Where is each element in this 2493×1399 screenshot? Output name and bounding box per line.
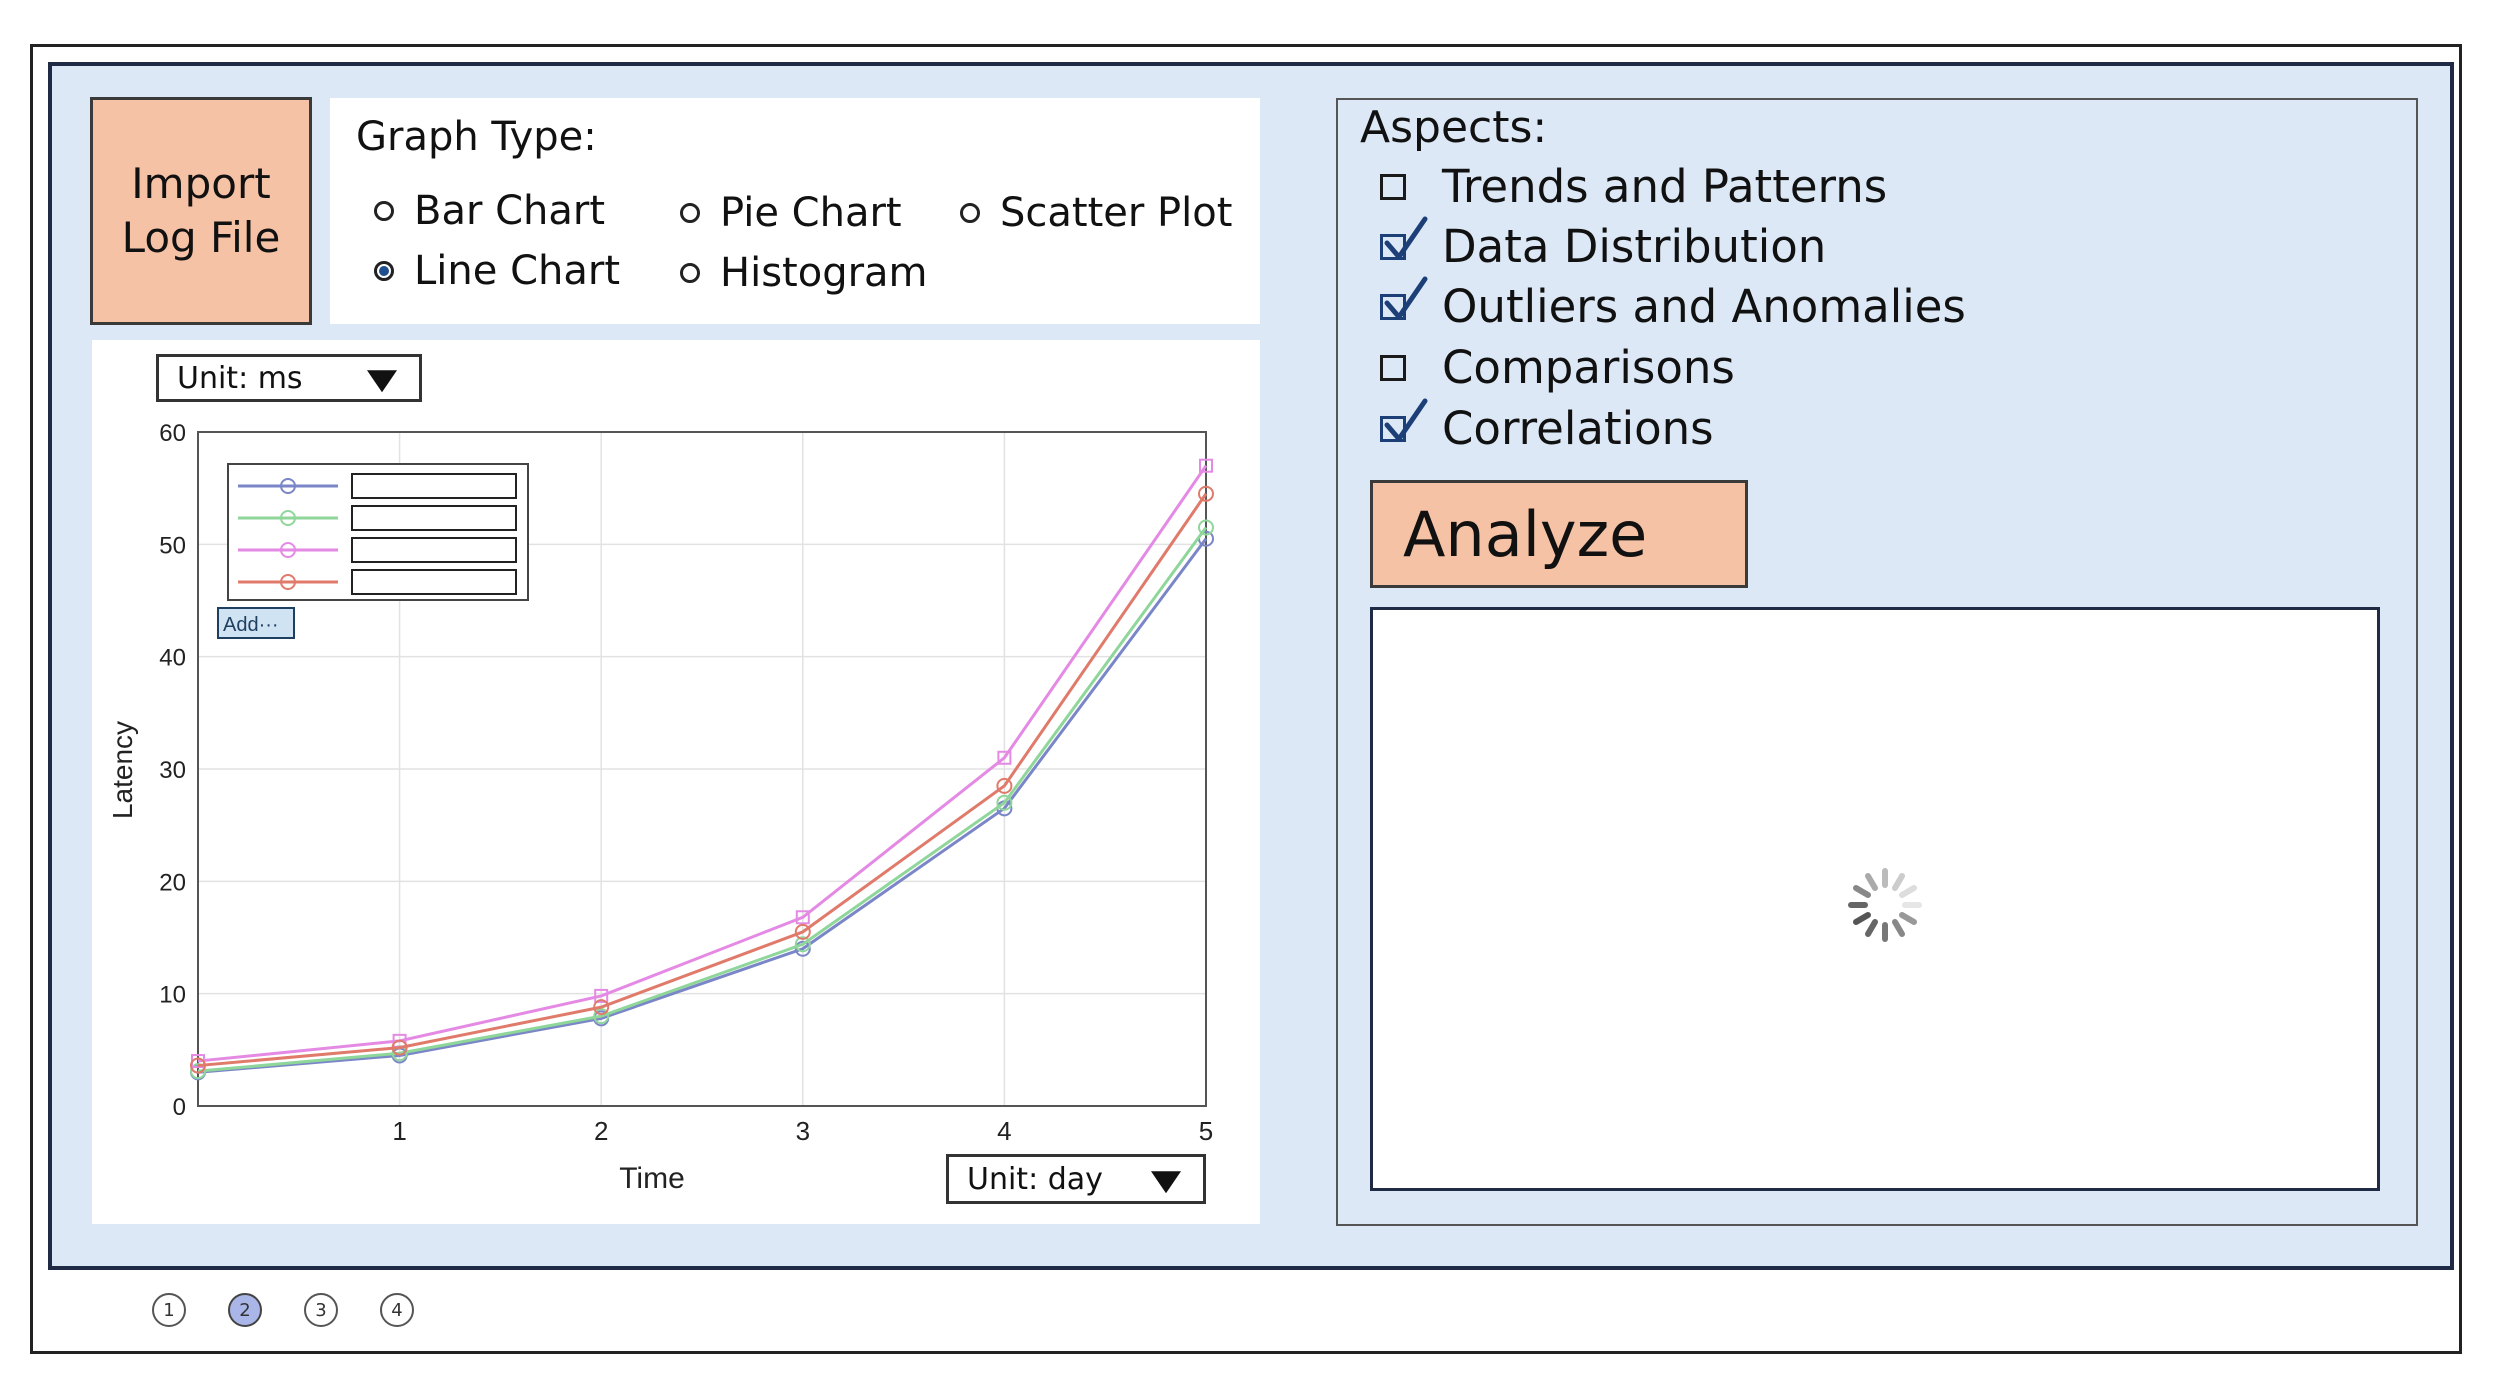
data-point <box>593 999 610 1016</box>
y-tick-label: 0 <box>173 1094 186 1121</box>
series-line-3 <box>197 464 1208 1063</box>
radio-line-chart[interactable]: Line Chart <box>374 248 620 294</box>
x-tick-label: 1 <box>392 1116 406 1146</box>
y-tick-label: 20 <box>159 869 186 896</box>
loading-spinner-icon <box>1848 868 1922 942</box>
radio-label: Histogram <box>720 250 928 296</box>
aspect-comparisons[interactable]: Comparisons <box>1380 341 1735 394</box>
legend-marker <box>280 574 296 590</box>
legend-marker <box>280 478 296 494</box>
aspects-panel <box>1336 98 2418 1226</box>
y-unit-select-value: Unit: ms <box>177 360 303 396</box>
checkmark-icon <box>1384 216 1428 259</box>
radio-button[interactable] <box>374 201 394 221</box>
series-line-2 <box>197 526 1208 1073</box>
x-unit-select[interactable]: Unit: day <box>946 1154 1206 1204</box>
radio-label: Line Chart <box>414 248 620 294</box>
plot-area-frame <box>197 431 1207 1107</box>
aspect-data-distribution[interactable]: Data Distribution <box>1380 216 1827 273</box>
data-point <box>190 1057 206 1074</box>
aspect-correlations[interactable]: Correlations <box>1380 398 1714 455</box>
data-point <box>1198 485 1214 502</box>
radio-label: Pie Chart <box>720 190 902 236</box>
y-tick-label: 30 <box>159 757 186 784</box>
legend-add-button-label[interactable]: Add··· <box>223 614 279 636</box>
aspect-outliers-and-anomalies[interactable]: Outliers and Anomalies <box>1380 276 1966 333</box>
legend-name-input[interactable] <box>351 473 517 499</box>
data-point <box>794 923 811 940</box>
page-4-button[interactable]: 4 <box>380 1293 414 1327</box>
aspect-trends-and-patterns[interactable]: Trends and Patterns <box>1380 160 1887 213</box>
aspect-label: Trends and Patterns <box>1442 160 1888 213</box>
data-point <box>996 794 1013 811</box>
radio-button[interactable] <box>680 263 700 283</box>
y-tick-label: 50 <box>159 532 186 559</box>
radio-button[interactable] <box>960 203 980 223</box>
radio-button-selected[interactable] <box>374 261 394 281</box>
dropdown-arrow-icon <box>367 370 397 393</box>
radio-histogram[interactable]: Histogram <box>680 250 928 296</box>
radio-button[interactable] <box>680 203 700 223</box>
y-tick-label: 10 <box>159 982 186 1009</box>
data-point <box>996 777 1013 794</box>
legend-marker <box>280 510 296 526</box>
x-tick-label: 2 <box>594 1116 608 1146</box>
data-point <box>794 936 811 953</box>
analysis-result-area <box>1370 607 2380 1191</box>
checkmark-icon <box>1384 276 1428 319</box>
analyze-button[interactable]: Analyze <box>1370 480 1748 588</box>
chart-panel: 0 10 20 30 40 50 60 1 2 3 4 5 Time Latency Add··· Unit… <box>92 340 1260 1224</box>
page-1-button[interactable]: 1 <box>152 1293 186 1327</box>
checkbox-checked[interactable] <box>1380 276 1428 320</box>
radio-pie-chart[interactable]: Pie Chart <box>680 190 902 236</box>
legend-add-button[interactable] <box>217 607 295 639</box>
y-axis-label: Latency <box>107 721 138 819</box>
radio-label: Scatter Plot <box>1000 190 1233 236</box>
legend-name-input[interactable] <box>351 537 517 563</box>
data-point <box>593 1008 610 1025</box>
data-point <box>997 750 1012 765</box>
dropdown-arrow-icon <box>1151 1171 1181 1194</box>
line-chart: 0 10 20 30 40 50 60 1 2 3 4 5 Time Latency Add··· <box>107 420 1214 1195</box>
checkbox-checked[interactable] <box>1380 398 1428 442</box>
page-2-button[interactable]: 2 <box>228 1293 262 1327</box>
data-point <box>795 910 810 925</box>
radio-bar-chart[interactable]: Bar Chart <box>374 188 605 234</box>
aspect-label: Correlations <box>1442 402 1714 455</box>
data-point <box>1198 519 1214 536</box>
graph-type-panel: Graph Type: Bar Chart Pie Chart Scatter … <box>330 98 1260 324</box>
y-tick-label: 40 <box>159 645 186 672</box>
radio-label: Bar Chart <box>414 188 606 234</box>
import-log-file-button[interactable]: Import Log File <box>90 97 312 325</box>
page-3-button[interactable]: 3 <box>304 1293 338 1327</box>
series-line-4 <box>197 492 1208 1068</box>
data-point <box>1199 458 1213 473</box>
graph-type-title: Graph Type: <box>356 114 597 160</box>
checkbox[interactable] <box>1380 173 1406 200</box>
y-tick-label: 60 <box>159 420 186 447</box>
x-tick-label: 5 <box>1199 1116 1213 1146</box>
checkbox-checked[interactable] <box>1380 216 1428 260</box>
x-tick-label: 3 <box>796 1116 810 1146</box>
data-point <box>594 988 609 1003</box>
legend-marker <box>280 542 296 558</box>
aspect-label: Outliers and Anomalies <box>1442 280 1966 333</box>
x-tick-label: 4 <box>997 1116 1011 1146</box>
radio-scatter-plot[interactable]: Scatter Plot <box>960 190 1232 236</box>
series-line-1 <box>197 537 1208 1074</box>
aspect-label: Comparisons <box>1442 341 1735 394</box>
checkmark-icon <box>1384 398 1428 441</box>
x-unit-select-value: Unit: day <box>967 1161 1103 1197</box>
data-point <box>794 940 811 957</box>
legend-name-input[interactable] <box>351 505 517 531</box>
aspect-label: Data Distribution <box>1442 220 1827 273</box>
legend-name-input[interactable] <box>351 569 517 595</box>
checkbox[interactable] <box>1380 354 1406 381</box>
data-point <box>391 1039 408 1056</box>
x-axis-label: Time <box>619 1162 685 1195</box>
aspects-title: Aspects: <box>1360 102 1548 153</box>
y-unit-select[interactable]: Unit: ms <box>156 354 422 402</box>
